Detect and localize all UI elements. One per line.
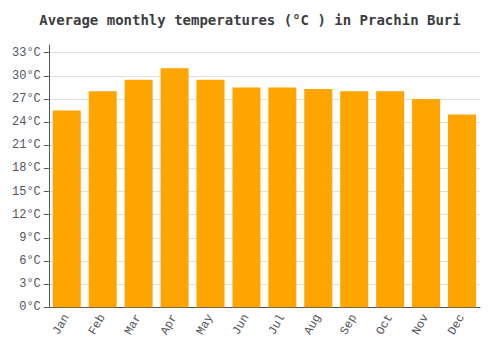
- svg-text:Mar: Mar: [122, 312, 145, 338]
- svg-text:27°C: 27°C: [12, 92, 41, 106]
- svg-text:Average monthly temperatures (: Average monthly temperatures (°C ) in Pr…: [39, 12, 460, 28]
- svg-text:Aug: Aug: [301, 312, 324, 338]
- svg-text:33°C: 33°C: [12, 46, 41, 60]
- svg-text:24°C: 24°C: [12, 115, 41, 129]
- svg-text:3°C: 3°C: [19, 277, 41, 291]
- svg-text:Jul: Jul: [266, 312, 289, 338]
- svg-text:Dec: Dec: [445, 312, 468, 338]
- svg-text:Feb: Feb: [86, 312, 109, 338]
- svg-text:Nov: Nov: [409, 312, 432, 338]
- svg-text:9°C: 9°C: [19, 231, 41, 245]
- svg-text:Apr: Apr: [158, 312, 181, 338]
- svg-text:0°C: 0°C: [19, 300, 41, 314]
- svg-text:Oct: Oct: [373, 312, 396, 338]
- svg-text:30°C: 30°C: [12, 69, 41, 83]
- svg-text:21°C: 21°C: [12, 138, 41, 152]
- svg-text:6°C: 6°C: [19, 254, 41, 268]
- svg-text:May: May: [194, 312, 217, 338]
- svg-text:15°C: 15°C: [12, 185, 41, 199]
- svg-text:Sep: Sep: [337, 312, 360, 338]
- svg-text:12°C: 12°C: [12, 208, 41, 222]
- svg-text:Jan: Jan: [50, 312, 73, 338]
- svg-text:18°C: 18°C: [12, 161, 41, 175]
- svg-text:Jun: Jun: [230, 312, 253, 338]
